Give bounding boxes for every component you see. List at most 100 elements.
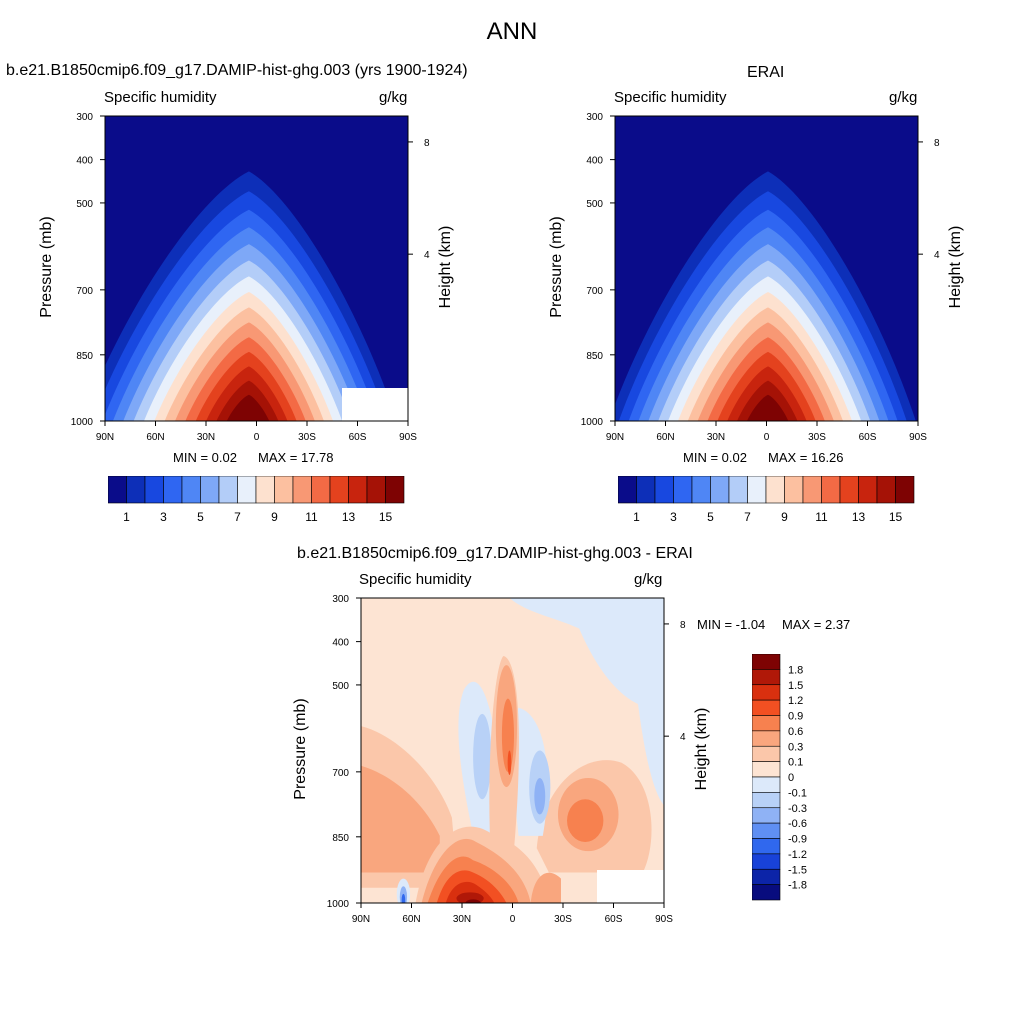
x-tick-label: 90S	[909, 432, 927, 443]
x-tick-label: 30N	[453, 914, 471, 925]
colorbar-label: 1	[123, 510, 130, 524]
y-tick-label: 500	[586, 199, 603, 210]
panel1-min: MIN = 0.02	[173, 450, 237, 465]
colorbar-label: -1.5	[788, 864, 807, 876]
colorbar-label: 1.2	[788, 695, 803, 707]
colorbar-label: 9	[781, 510, 788, 524]
y-tick-label: 500	[76, 199, 93, 210]
panel3-missing-block	[597, 870, 664, 903]
colorbar-label: 5	[197, 510, 204, 524]
colorbar-label: 0.6	[788, 726, 803, 738]
colorbar-label: 0.3	[788, 741, 803, 753]
panel1-colorbar: 1 3 5 7 9 11 13 15	[108, 476, 405, 524]
panel1-variable: Specific humidity	[104, 89, 217, 106]
colorbar-swatch	[752, 792, 781, 809]
colorbar-label: -0.6	[788, 818, 807, 830]
colorbar-swatch	[752, 761, 781, 778]
colorbar-label: -0.3	[788, 803, 807, 815]
x-tick-label: 60N	[656, 432, 674, 443]
x-tick-label: 60S	[859, 432, 877, 443]
y-tick-label: 700	[332, 768, 349, 779]
colorbar-swatch	[752, 807, 781, 824]
x-tick-label: 30N	[197, 432, 215, 443]
panel1-field	[105, 116, 408, 421]
y2-tick-label: 8	[934, 138, 940, 149]
colorbar-label: 1.8	[788, 664, 803, 676]
colorbar-label: 3	[160, 510, 167, 524]
y-tick-label: 1000	[327, 899, 350, 910]
panel3-y2label: Height (km)	[693, 707, 710, 791]
contour-fill	[534, 777, 546, 815]
y-tick-label: 1000	[581, 417, 604, 428]
panel3-min: MIN = -1.04	[697, 617, 766, 632]
colorbar-swatch	[752, 654, 781, 670]
colorbar-swatch	[752, 699, 781, 716]
contour-fill	[473, 713, 492, 800]
colorbar-label: -0.1	[788, 787, 807, 799]
colorbar-swatch	[752, 868, 781, 885]
y-tick-label: 400	[586, 156, 603, 167]
y2-tick-label: 4	[934, 250, 940, 261]
x-tick-label: 60S	[349, 432, 367, 443]
x-tick-label: 60N	[402, 914, 420, 925]
contour-fill	[226, 394, 270, 421]
colorbar-label: 0	[788, 772, 794, 784]
panel2-field	[615, 116, 918, 421]
contour-fill	[509, 598, 664, 709]
colorbar-label: -0.9	[788, 834, 807, 846]
colorbar-swatch	[752, 776, 781, 793]
colorbar-label: 13	[852, 510, 866, 524]
contour-fill	[361, 765, 440, 873]
colorbar-label: 5	[707, 510, 714, 524]
y-tick-label: 850	[586, 351, 603, 362]
colorbar-swatch	[895, 476, 915, 504]
panel1-title: b.e21.B1850cmip6.f09_g17.DAMIP-hist-ghg.…	[6, 62, 468, 79]
panel2-title: ERAI	[747, 64, 785, 81]
y-tick-label: 300	[76, 112, 93, 123]
x-tick-label: 0	[254, 432, 260, 443]
colorbar-swatch	[752, 838, 781, 855]
panel3-max: MAX = 2.37	[782, 617, 851, 632]
y-tick-label: 400	[76, 156, 93, 167]
colorbar-label: 15	[379, 510, 393, 524]
contour-fill	[507, 750, 512, 775]
panel2-variable: Specific humidity	[614, 89, 727, 106]
colorbar-label: 11	[305, 510, 318, 524]
colorbar-swatch	[752, 745, 781, 762]
panel2-colorbar: 1 3 5 7 9 11 13 15	[618, 476, 915, 524]
y2-tick-label: 8	[680, 620, 686, 631]
panel2-units: g/kg	[889, 89, 918, 106]
contour-fill	[530, 872, 561, 903]
x-tick-label: 30S	[808, 432, 826, 443]
panel1-max: MAX = 17.78	[258, 450, 334, 465]
x-tick-label: 90N	[352, 914, 370, 925]
colorbar-label: 3	[670, 510, 677, 524]
x-tick-label: 90S	[399, 432, 417, 443]
x-tick-label: 30N	[707, 432, 725, 443]
colorbar-swatch	[752, 730, 781, 747]
page-title: ANN	[486, 18, 538, 45]
colorbar-swatch	[752, 884, 781, 901]
colorbar-label: 9	[271, 510, 278, 524]
colorbar-label: 13	[342, 510, 356, 524]
y-tick-label: 1000	[71, 417, 94, 428]
colorbar-swatch	[752, 822, 781, 839]
contour-fill	[465, 899, 481, 903]
colorbar-swatch	[752, 684, 781, 701]
panel1-units: g/kg	[379, 89, 408, 106]
colorbar-label: -1.2	[788, 849, 807, 861]
colorbar-label: 0.9	[788, 711, 803, 723]
colorbar-label: 1	[633, 510, 640, 524]
colorbar-label: 1.5	[788, 680, 803, 692]
colorbar-swatch	[752, 669, 781, 686]
contour-fill	[401, 893, 406, 903]
panel3-colorbar: 1.8 1.5 1.2 0.9 0.6 0.3 0.1 0 -0.1 -0.3 -0.6 -0.9 -1…	[752, 654, 807, 901]
colorbar-swatch	[385, 476, 405, 504]
colorbar-swatch	[752, 715, 781, 732]
y-tick-label: 700	[76, 286, 93, 297]
x-tick-label: 90N	[606, 432, 624, 443]
y-tick-label: 850	[76, 351, 93, 362]
x-tick-label: 60S	[605, 914, 623, 925]
